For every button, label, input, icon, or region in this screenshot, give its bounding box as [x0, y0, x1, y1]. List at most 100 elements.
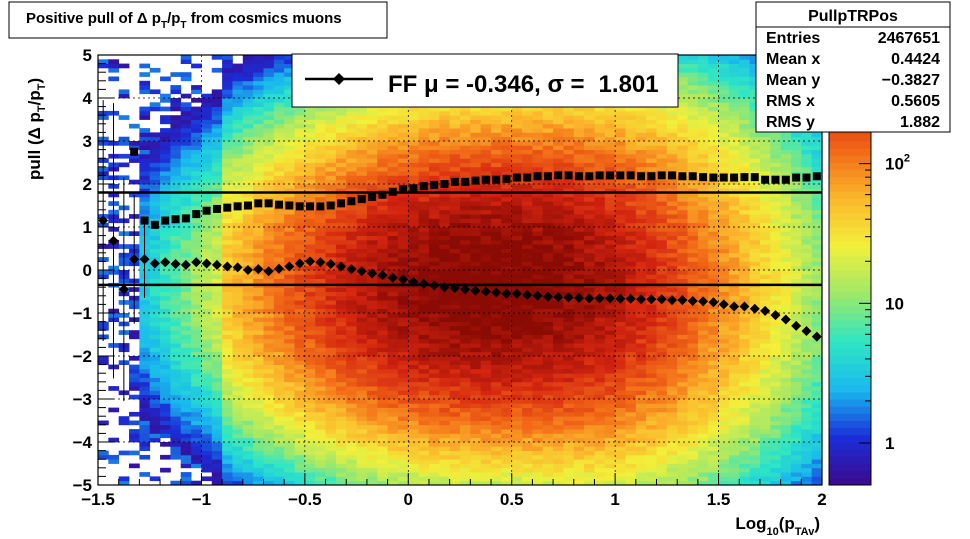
heatmap-cell: [242, 136, 254, 142]
heatmap-cell: [542, 231, 554, 236]
heatmap-cell: [408, 407, 420, 413]
heatmap-cell: [315, 454, 326, 460]
heatmap-cell: [253, 184, 264, 189]
heatmap-cell: [501, 463, 513, 469]
heatmap-cell: [211, 93, 223, 99]
heatmap-cell: [408, 244, 420, 249]
heatmap-cell: [594, 227, 606, 232]
heatmap-cell: [460, 209, 471, 215]
heatmap-cell: [470, 123, 482, 129]
heatmap-cell: [222, 424, 233, 430]
heatmap-cell: [449, 205, 461, 211]
heatmap-cell: [201, 123, 213, 129]
heatmap-cell: [584, 158, 595, 163]
heatmap-cell: [408, 218, 420, 224]
heatmap-cell: [397, 166, 409, 172]
heatmap-cell: [191, 334, 202, 340]
heatmap-cell: [263, 205, 275, 211]
heatmap-cell: [160, 141, 171, 146]
heatmap-cell: [335, 373, 347, 378]
heatmap-cell: [222, 459, 233, 464]
heatmap-cell: [553, 270, 564, 275]
heatmap-cell: [180, 381, 192, 387]
heatmap-cell: [532, 463, 544, 469]
heatmap-cell: [397, 317, 409, 322]
heatmap-cell: [418, 381, 430, 387]
heatmap-cell: [470, 166, 482, 172]
heatmap-cell: [263, 394, 275, 400]
heatmap-cell: [211, 188, 223, 193]
heatmap-cell: [263, 102, 275, 107]
heatmap-cell: [98, 454, 109, 460]
heatmap-cell: [408, 343, 420, 348]
heatmap-cell: [377, 166, 388, 172]
heatmap-cell: [346, 179, 357, 185]
heatmap-cell: [428, 128, 440, 133]
heatmap-cell: [211, 239, 223, 245]
heatmap-cell: [273, 304, 285, 310]
heatmap-cell: [160, 381, 171, 387]
heatmap-cell: [480, 411, 492, 417]
heatmap-cell: [366, 381, 378, 387]
heatmap-cell: [635, 123, 647, 129]
heatmap-cell: [480, 145, 492, 150]
heatmap-cell: [501, 166, 513, 172]
heatmap-cell: [573, 179, 585, 185]
heatmap-cell: [470, 416, 482, 421]
heatmap-cell: [460, 347, 471, 353]
heatmap-cell: [573, 381, 585, 387]
heatmap-cell: [584, 386, 595, 391]
heatmap-cell: [625, 364, 637, 370]
heatmap-cell: [428, 300, 440, 305]
heatmap-cell: [304, 476, 316, 482]
heatmap-cell: [584, 222, 595, 228]
heatmap-cell: [635, 467, 647, 473]
heatmap-cell: [149, 433, 161, 439]
heatmap-cell: [532, 128, 544, 133]
heatmap-cell: [532, 338, 544, 344]
heatmap-cell: [366, 472, 378, 477]
heatmap-cell: [408, 476, 420, 482]
heatmap-cell: [553, 192, 564, 198]
heatmap-cell: [242, 252, 254, 258]
heatmap-cell: [149, 325, 161, 331]
heatmap-cell: [273, 403, 285, 408]
heatmap-cell: [180, 205, 192, 211]
heatmap-cell: [635, 381, 647, 387]
heatmap-cell: [273, 218, 285, 224]
heatmap-cell: [594, 403, 606, 408]
heatmap-cell: [408, 377, 420, 383]
heatmap-cell: [191, 132, 202, 138]
heatmap-cell: [304, 132, 316, 138]
heatmap-cell: [232, 403, 244, 408]
heatmap-cell: [356, 235, 368, 241]
heatmap-cell: [191, 248, 202, 254]
heatmap-cell: [366, 313, 378, 318]
heatmap-cell: [584, 119, 595, 125]
heatmap-cell: [418, 454, 430, 460]
heatmap-cell: [139, 136, 151, 142]
heatmap-cell: [284, 442, 295, 447]
heatmap-cell: [273, 162, 285, 168]
heatmap-cell: [273, 171, 285, 176]
heatmap-cell: [304, 188, 316, 193]
heatmap-cell: [460, 171, 471, 176]
heatmap-cell: [615, 287, 626, 292]
heatmap-cell: [449, 244, 461, 249]
heatmap-cell: [263, 467, 275, 473]
heatmap-cell: [522, 252, 533, 258]
heatmap-cell: [635, 119, 647, 125]
heatmap-cell: [356, 274, 368, 279]
heatmap-cell: [553, 278, 564, 284]
heatmap-cell: [501, 411, 513, 417]
heatmap-cell: [480, 330, 492, 335]
heatmap-cell: [397, 325, 409, 331]
heatmap-cell: [180, 317, 192, 322]
heatmap-cell: [356, 166, 368, 172]
heatmap-cell: [346, 231, 357, 236]
heatmap-cell: [160, 192, 171, 198]
heatmap-cell: [325, 390, 337, 396]
heatmap-cell: [625, 110, 637, 116]
heatmap-cell: [129, 420, 140, 426]
heatmap-cell: [584, 420, 595, 426]
